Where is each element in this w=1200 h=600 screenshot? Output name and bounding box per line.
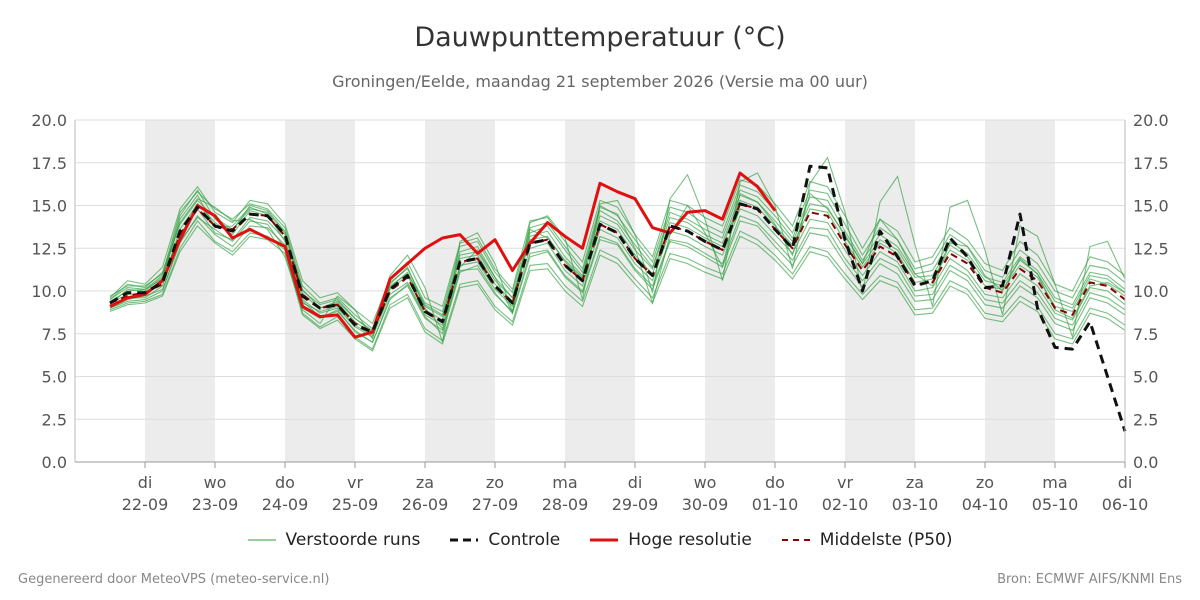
chart-subtitle: Groningen/Eelde, maandag 21 september 20…: [332, 72, 868, 91]
main-series-lines: [109, 164, 1127, 432]
legend-swatch-hires: [590, 538, 619, 542]
legend-item-ensemble: Verstoorde runs: [247, 530, 421, 550]
legend-swatch-median: [781, 539, 810, 541]
y-tick-label-left: 20.0: [31, 111, 67, 130]
y-tick-label-right: 7.5: [1133, 325, 1158, 344]
y-tick-label-left: 12.5: [31, 239, 67, 258]
legend: Verstoorde runs Controle Hoge resolutie …: [0, 530, 1200, 550]
y-tick-label-left: 0.0: [42, 453, 67, 472]
ensemble-member-line: [109, 219, 1126, 350]
x-tick-day: di: [628, 473, 643, 492]
legend-item-control: Controle: [450, 530, 560, 550]
footer-source-credit: Bron: ECMWF AIFS/KNMI Ens: [997, 572, 1182, 587]
x-tick-day: di: [1118, 473, 1133, 492]
x-tick-day: zo: [486, 473, 504, 492]
x-tick-day: do: [765, 473, 785, 492]
x-tick-day: ma: [552, 473, 577, 492]
x-ticks: di 22-09 wo 23-09 do 24-09 vr 25-09 za 26-09 zo 27-…: [122, 462, 1149, 514]
y-tick-label-left: 5.0: [42, 368, 67, 387]
x-tick-day: di: [138, 473, 153, 492]
y-tick-label-right: 2.5: [1133, 410, 1158, 429]
ensemble-member-line: [109, 225, 1126, 352]
x-tick-date: 23-09: [192, 495, 239, 514]
y-tick-label-right: 0.0: [1133, 453, 1158, 472]
x-tick-date: 03-10: [892, 495, 939, 514]
x-tick-date: 27-09: [472, 495, 519, 514]
x-tick-day: za: [416, 473, 434, 492]
y-ticks-right: 0.0 2.5 5.0 7.5 10.0 12.5 15.0 17.5 20.0: [1133, 111, 1169, 472]
y-tick-label-right: 5.0: [1133, 368, 1158, 387]
x-tick-date: 29-09: [612, 495, 659, 514]
x-tick-day: vr: [347, 473, 363, 492]
footer-generator-credit: Gegenereerd door MeteoVPS (meteo-service…: [18, 572, 330, 587]
x-tick-day: za: [906, 473, 924, 492]
x-tick-date: 01-10: [752, 495, 799, 514]
series-line-control: [109, 164, 1127, 432]
x-tick-day: do: [275, 473, 295, 492]
ensemble-member-line: [109, 207, 1126, 338]
y-tick-label-left: 7.5: [42, 325, 67, 344]
y-tick-label-left: 17.5: [31, 154, 67, 173]
ensemble-member-line: [109, 214, 1126, 344]
legend-swatch-ensemble: [247, 539, 276, 541]
legend-label-median: Middelste (P50): [819, 530, 953, 550]
legend-label-ensemble: Verstoorde runs: [285, 530, 421, 550]
x-tick-date: 02-10: [822, 495, 869, 514]
x-tick-date: 06-10: [1102, 495, 1149, 514]
x-tick-date: 04-10: [962, 495, 1009, 514]
x-tick-date: 25-09: [332, 495, 379, 514]
legend-item-median: Middelste (P50): [781, 530, 953, 550]
y-tick-label-left: 10.0: [31, 282, 67, 301]
x-tick-date: 22-09: [122, 495, 169, 514]
x-tick-day: vr: [837, 473, 853, 492]
chart-title: Dauwpunttemperatuur (°C): [414, 22, 786, 53]
series-line-hires: [109, 171, 777, 339]
y-tick-label-left: 15.0: [31, 197, 67, 216]
x-tick-day: wo: [694, 473, 717, 492]
x-tick-day: zo: [976, 473, 994, 492]
x-tick-date: 26-09: [402, 495, 449, 514]
x-tick-date: 24-09: [262, 495, 309, 514]
y-tick-label-right: 15.0: [1133, 197, 1169, 216]
y-tick-label-right: 10.0: [1133, 282, 1169, 301]
x-tick-date: 28-09: [542, 495, 589, 514]
x-tick-date: 30-09: [682, 495, 729, 514]
legend-swatch-control: [450, 538, 479, 542]
legend-item-hires: Hoge resolutie: [590, 530, 752, 550]
y-tick-label-right: 20.0: [1133, 111, 1169, 130]
y-ticks-left: 0.0 2.5 5.0 7.5 10.0 12.5 15.0 17.5 20.0: [31, 111, 67, 472]
ensemble-member-line: [109, 184, 1126, 330]
legend-label-control: Controle: [488, 530, 561, 550]
y-tick-label-right: 17.5: [1133, 154, 1169, 173]
y-tick-label-left: 2.5: [42, 410, 67, 429]
ensemble-member-line: [109, 156, 1126, 343]
ensemble-member-line: [109, 194, 1126, 332]
legend-label-hires: Hoge resolutie: [628, 530, 752, 550]
y-tick-label-right: 12.5: [1133, 239, 1169, 258]
x-tick-date: 05-10: [1032, 495, 1079, 514]
x-tick-day: wo: [204, 473, 227, 492]
x-tick-day: ma: [1042, 473, 1067, 492]
axes: [74, 120, 1126, 463]
ensemble-member-line: [109, 216, 1126, 344]
ensemble-member-line: [109, 179, 1126, 325]
